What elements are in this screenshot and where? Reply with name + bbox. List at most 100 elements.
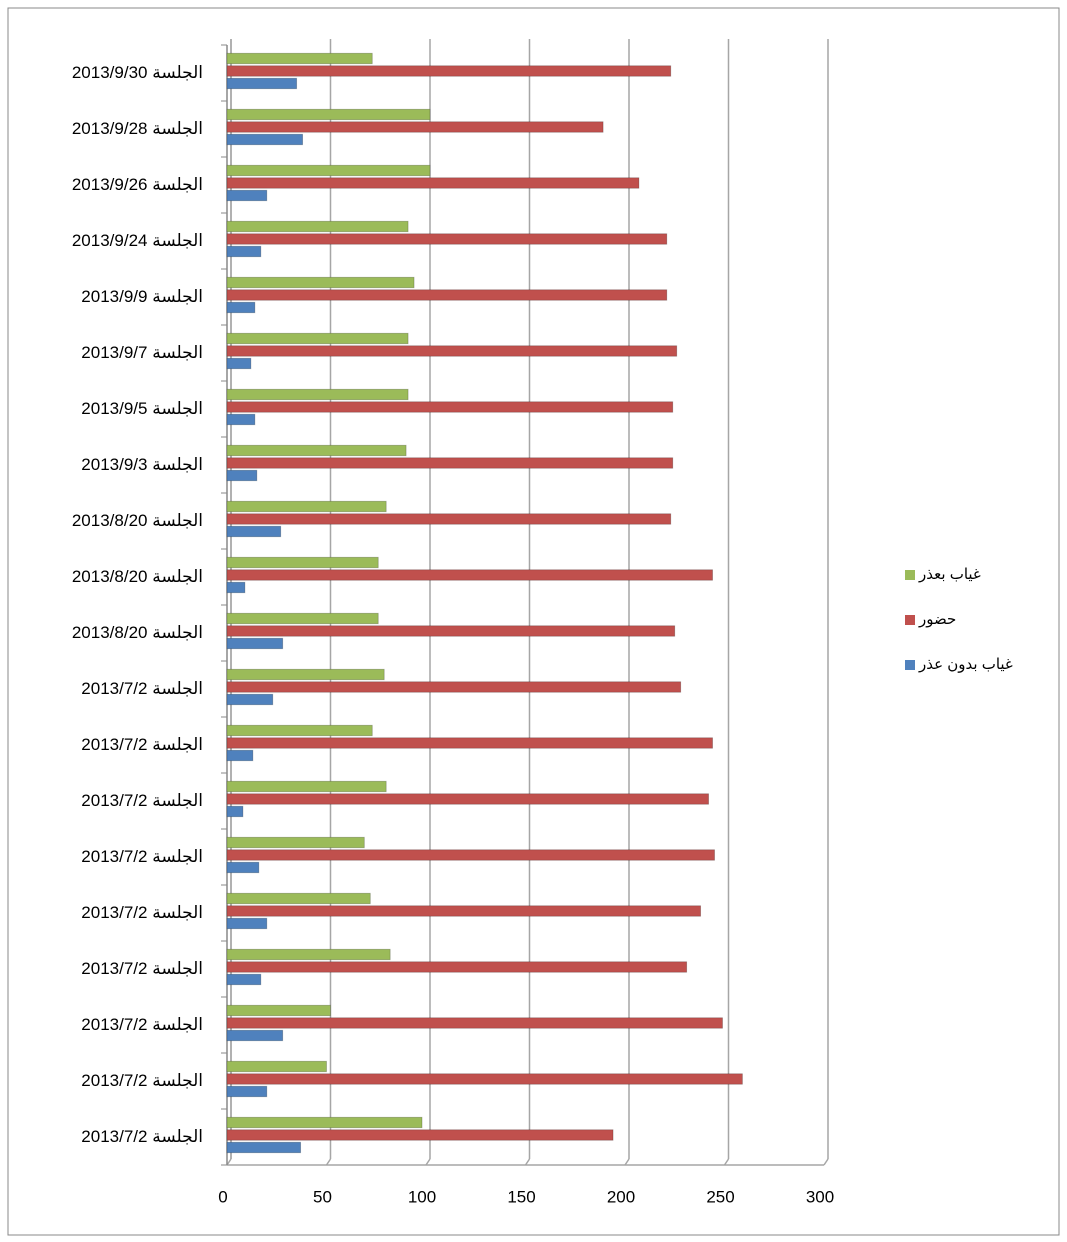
bar <box>226 861 260 874</box>
bar <box>226 388 409 401</box>
y-tick-label: الجلسة 2013/9/30 <box>71 63 203 82</box>
bar <box>226 500 387 513</box>
bar <box>226 569 713 581</box>
bar <box>226 1017 723 1029</box>
bar-group <box>226 121 604 133</box>
bar <box>226 177 640 189</box>
bar <box>226 961 688 973</box>
floor-line <box>723 1158 730 1166</box>
bar <box>226 457 674 469</box>
bar-group <box>226 401 674 413</box>
bar-group <box>226 805 244 818</box>
y-tick-label: الجلسة 2013/9/28 <box>71 119 203 138</box>
bar <box>226 276 415 289</box>
y-tick-label: الجلسة 2013/8/20 <box>71 511 203 530</box>
bar-group <box>226 668 385 681</box>
bar <box>226 513 672 525</box>
bar <box>226 849 715 861</box>
bar-group <box>226 164 431 177</box>
y-tick-label: الجلسة 2013/9/9 <box>81 287 203 306</box>
bar-group <box>226 892 371 905</box>
bar-group <box>226 737 713 749</box>
bar-group <box>226 245 262 258</box>
bar-group <box>226 1060 327 1073</box>
bar <box>226 444 407 457</box>
bar <box>226 289 668 301</box>
bar-group <box>226 612 379 625</box>
bar-group <box>226 1017 723 1029</box>
y-tick-label: الجلسة 2013/8/20 <box>71 567 203 586</box>
bar-group <box>226 276 415 289</box>
legend-swatch <box>905 615 915 625</box>
bar-group <box>226 973 262 986</box>
bar <box>226 749 254 762</box>
bar-group <box>226 556 379 569</box>
y-tick-label: الجلسة 2013/7/2 <box>81 847 203 866</box>
bar <box>226 836 365 849</box>
bar <box>226 737 713 749</box>
y-tick-label: الجلسة 2013/9/3 <box>81 455 203 474</box>
bar-group <box>226 1085 268 1098</box>
bar <box>226 724 373 737</box>
bar-group <box>226 301 256 314</box>
bar <box>226 917 268 930</box>
legend-label: غياب بعذر <box>918 566 981 583</box>
bar-group <box>226 332 409 345</box>
y-tick-label: الجلسة 2013/9/7 <box>81 343 203 362</box>
bar-group <box>226 861 260 874</box>
bar <box>226 581 246 594</box>
bar-group <box>226 836 365 849</box>
x-tick-label: 0 <box>218 1187 227 1206</box>
legend-swatch <box>905 660 915 670</box>
bar-group <box>226 189 268 202</box>
y-tick-label: الجلسة 2013/7/2 <box>81 959 203 978</box>
y-tick-label: الجلسة 2013/7/2 <box>81 903 203 922</box>
bar-group <box>226 780 387 793</box>
bar <box>226 1141 302 1154</box>
bar <box>226 793 709 805</box>
bar <box>226 1060 327 1073</box>
bar <box>226 1004 331 1017</box>
bar-group <box>226 500 387 513</box>
bar <box>226 668 385 681</box>
bar-group <box>226 345 678 357</box>
y-tick-label: الجلسة 2013/7/2 <box>81 679 203 698</box>
bar-group <box>226 108 431 121</box>
bar-group <box>226 917 268 930</box>
bar <box>226 413 256 426</box>
bar-group <box>226 220 409 233</box>
bar-group <box>226 749 254 762</box>
bar-group <box>226 525 282 538</box>
bar-group <box>226 637 284 650</box>
bar <box>226 780 387 793</box>
bar <box>226 189 268 202</box>
x-tick-label: 250 <box>706 1187 734 1206</box>
bar <box>226 681 682 693</box>
floor-line <box>325 1158 332 1166</box>
bar-group <box>226 581 246 594</box>
y-tick-label: الجلسة 2013/9/5 <box>81 399 203 418</box>
bar <box>226 905 702 917</box>
bar-group <box>226 849 715 861</box>
bar-group <box>226 388 409 401</box>
bar-group <box>226 413 256 426</box>
y-tick-label: الجلسة 2013/7/2 <box>81 791 203 810</box>
bar-group <box>226 724 373 737</box>
bar-group <box>226 65 672 77</box>
y-tick-label: الجلسة 2013/9/26 <box>71 175 203 194</box>
bar-group <box>226 681 682 693</box>
bar <box>226 612 379 625</box>
bar <box>226 345 678 357</box>
bar <box>226 52 373 65</box>
bar-group <box>226 444 407 457</box>
legend-label: حضور <box>918 611 956 628</box>
y-tick-label: الجلسة 2013/7/2 <box>81 1071 203 1090</box>
bar <box>226 892 371 905</box>
bar <box>226 65 672 77</box>
bar-group <box>226 1029 284 1042</box>
x-tick-label: 300 <box>806 1187 834 1206</box>
legend-label: غياب بدون عذر <box>918 656 1013 673</box>
y-tick-label: الجلسة 2013/8/20 <box>71 623 203 642</box>
floor-line <box>425 1158 431 1166</box>
